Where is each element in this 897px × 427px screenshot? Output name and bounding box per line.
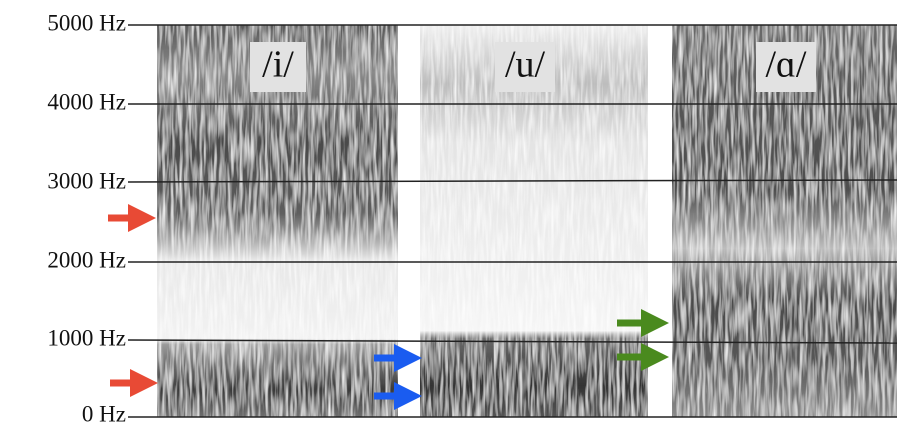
grid-line <box>127 179 897 183</box>
y-label: 4000 Hz <box>47 89 126 114</box>
grid-lines <box>127 24 897 418</box>
arrows <box>108 204 669 410</box>
vowel-label: /ɑ/ <box>766 44 807 86</box>
vowel-label: /i/ <box>262 44 294 86</box>
y-label: 3000 Hz <box>47 168 126 193</box>
y-label: 1000 Hz <box>47 325 126 350</box>
label-box <box>250 42 306 92</box>
label-box <box>756 42 816 92</box>
grid-line <box>127 339 897 344</box>
y-label: 2000 Hz <box>47 247 126 272</box>
label-box <box>495 42 555 92</box>
vowel-label: /u/ <box>505 44 546 86</box>
y-label: 5000 Hz <box>47 10 126 35</box>
y-label: 0 Hz <box>82 401 126 426</box>
